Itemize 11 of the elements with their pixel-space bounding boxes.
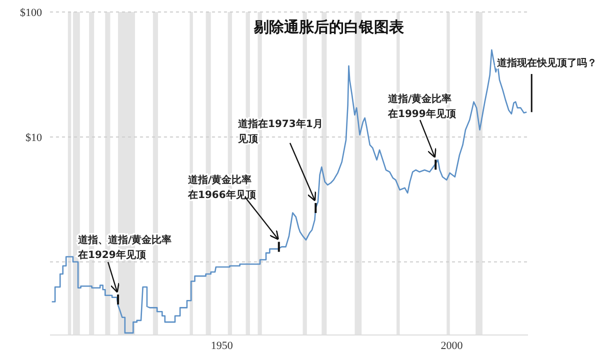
- annotation: 道指在1973年1月见顶: [237, 118, 323, 145]
- annotation: 道指现在快见顶了吗？: [496, 57, 597, 69]
- annotation: 道指、道指/黄金比率在1929年见顶: [77, 234, 172, 261]
- x-tick-label: 1950: [210, 340, 234, 352]
- y-tick-label: $10: [26, 132, 42, 144]
- chart-title: 剔除通胀后的白银图表: [253, 18, 405, 36]
- annotation: 道指/黄金比率在1999年见顶: [387, 93, 457, 120]
- line-series: [51, 49, 528, 334]
- annotation: 道指/黄金比率在1966年见顶: [187, 174, 257, 201]
- x-tick-label: 2000: [440, 340, 464, 352]
- y-tick-label: $100: [20, 6, 42, 19]
